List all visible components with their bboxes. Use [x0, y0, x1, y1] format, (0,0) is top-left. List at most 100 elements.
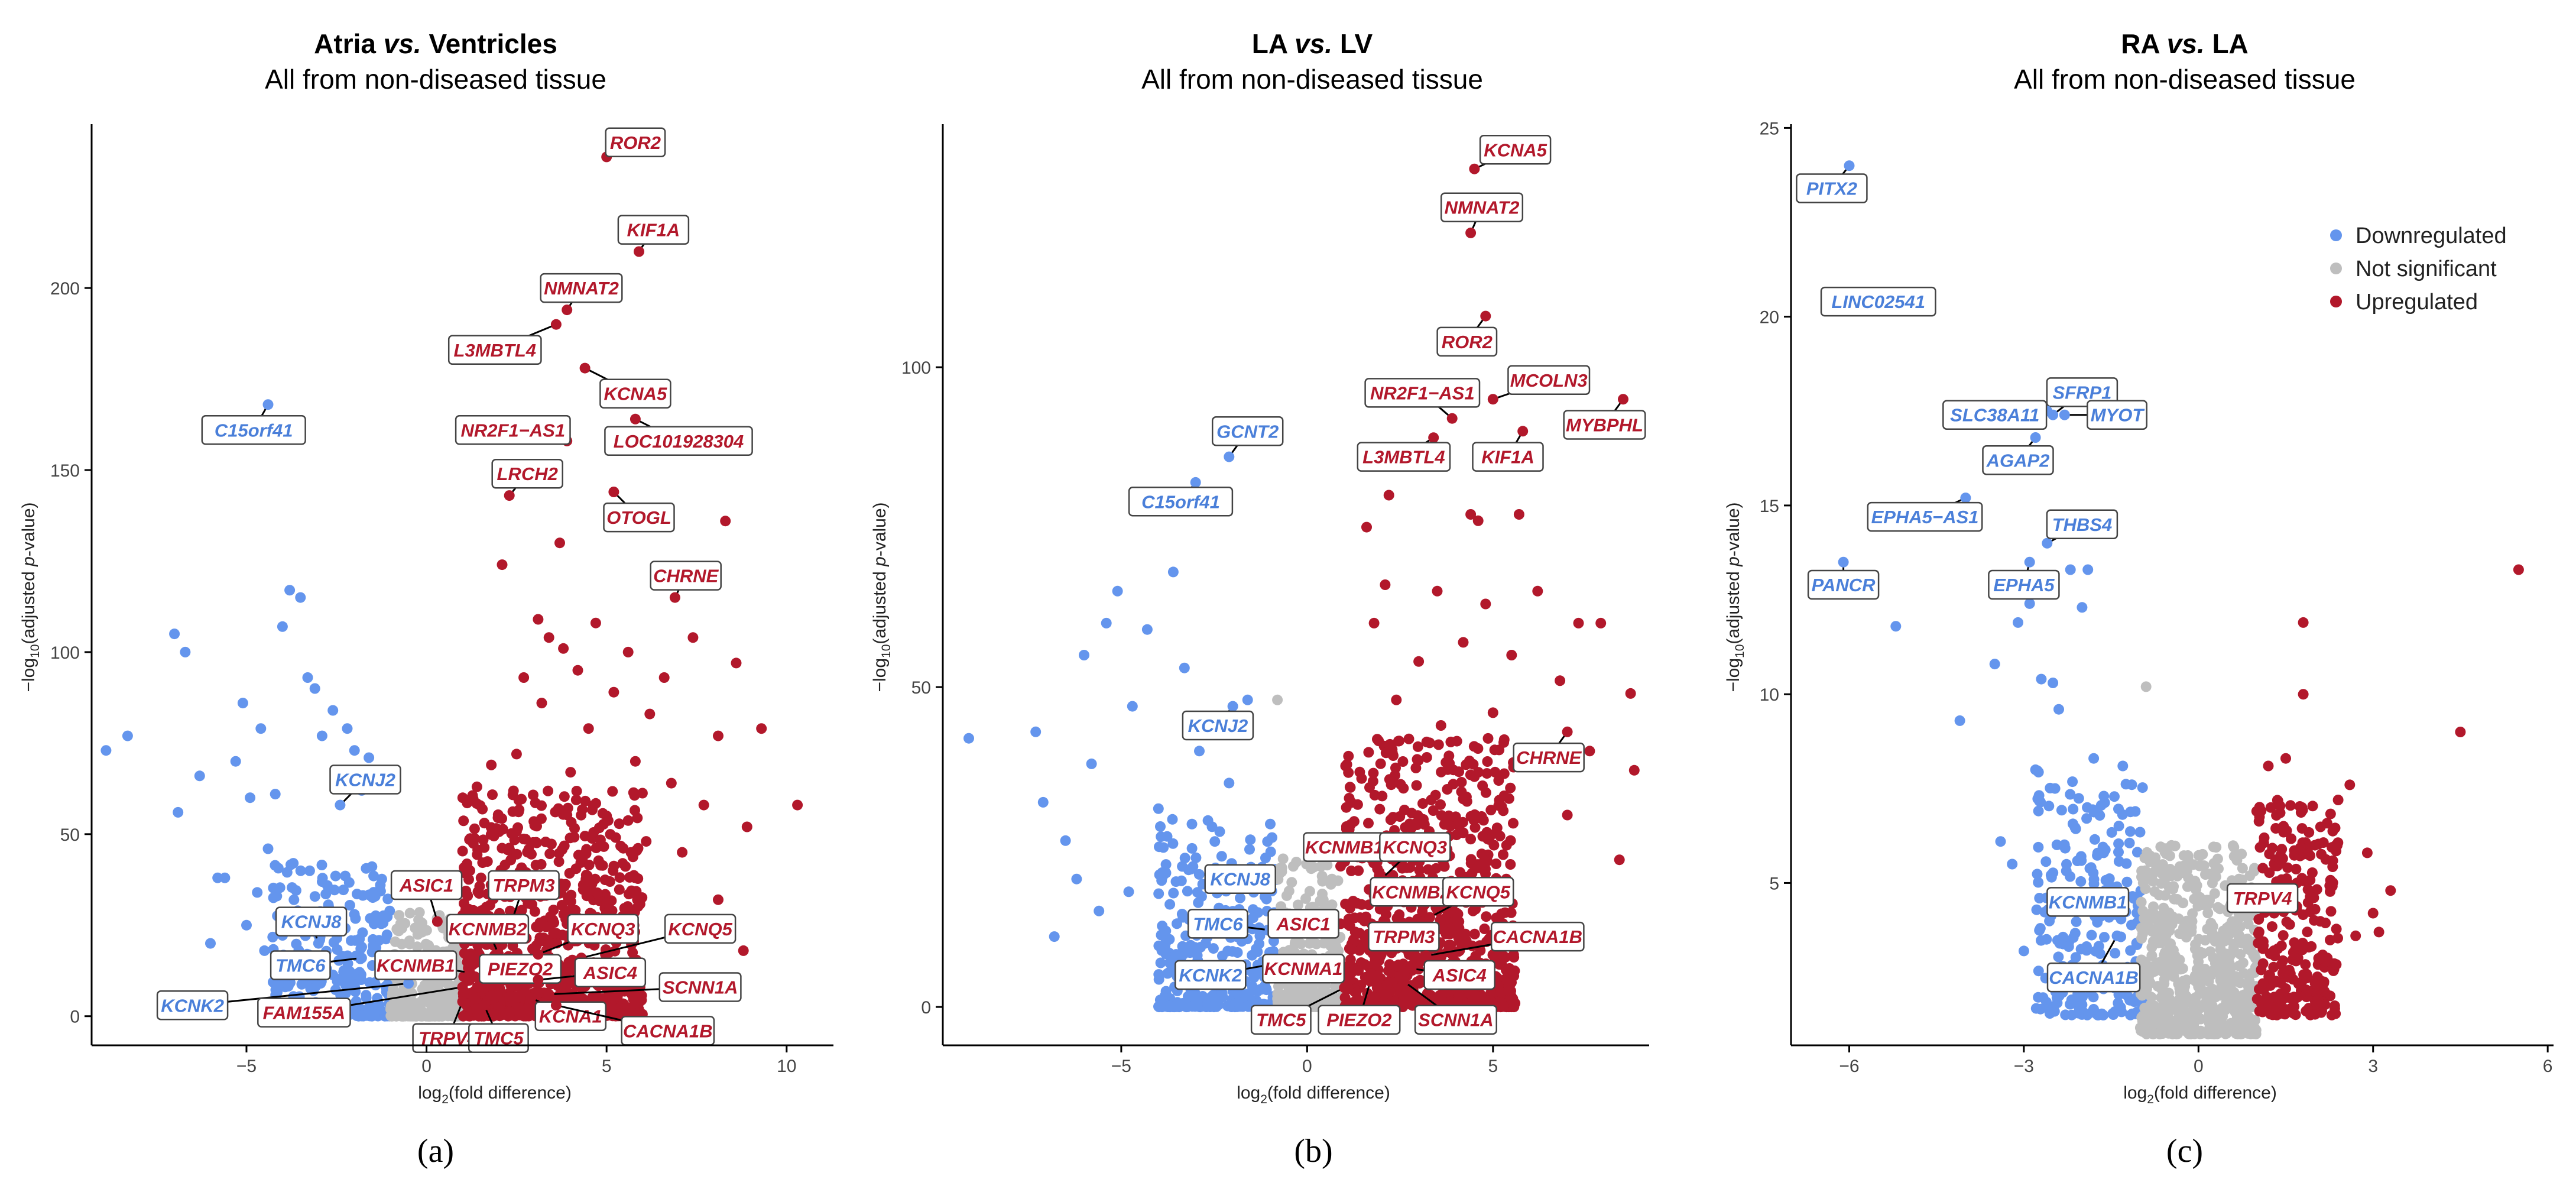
panel-c-cluster-point-down: [2041, 996, 2052, 1007]
panel-b-x-tick-label: −5: [1111, 1057, 1131, 1076]
panel-c-cluster-point-down: [2034, 925, 2045, 936]
panel-b-point-up: [1562, 809, 1573, 821]
gene-label-piezo2: PIEZO2: [488, 959, 553, 980]
gene-label-asic1: ASIC1: [399, 875, 453, 896]
panel-a-cluster-point-down: [350, 913, 361, 924]
panel-a-cluster-point-down: [343, 980, 355, 991]
panel-a-point-up: [720, 516, 731, 527]
panel-c-cluster-point-up: [2273, 1005, 2285, 1016]
panel-c-cluster-point-up: [2306, 867, 2318, 878]
panel-a-cluster-point-down: [382, 911, 393, 922]
panel-b-cluster-point-ns: [1293, 988, 1305, 999]
panel-c-cluster-point-ns: [2234, 873, 2244, 885]
gene-label-c15orf41: C15orf41: [215, 420, 293, 440]
panel-a-cluster-point-up: [559, 791, 570, 802]
panel-a-cluster-point-up: [472, 981, 483, 993]
gene-label-box-scnn1a: [658, 972, 742, 1002]
panel-c-cluster-point-down: [2109, 791, 2120, 802]
panel-c-cluster-point-down: [2137, 782, 2148, 793]
gene-label-box-kcnq5: [664, 913, 737, 944]
panel-a-cluster-point-up: [607, 786, 618, 797]
panel-c-cluster-point-ns: [2208, 1007, 2220, 1019]
panel-b-x-tick-label: 0: [1302, 1057, 1312, 1076]
panel-a-cluster-point-up: [622, 815, 634, 826]
panel-c-cluster-point-ns: [2195, 947, 2206, 958]
panel-c-cluster-point-ns: [2153, 889, 2165, 900]
panel-a-cluster-point-up: [475, 872, 486, 883]
panel-a-point-up: [511, 749, 522, 760]
panel-b-cluster-point-up: [1461, 791, 1472, 802]
panel-c-cluster-point-ns: [2232, 974, 2243, 985]
panel-a-cluster-point-ns: [387, 990, 398, 1002]
panel-b-cluster-point-up: [1346, 865, 1357, 876]
gene-label-pancr: PANCR: [1812, 575, 1876, 595]
panel-c-cluster-point-down: [2071, 916, 2082, 927]
panel-b-point-up: [1487, 707, 1498, 718]
panel-b-cluster-point-up: [1465, 854, 1477, 865]
panel-b-cluster-point-down: [1195, 942, 1206, 953]
panel-b-point-up: [1595, 617, 1607, 628]
panel-a-point-up: [497, 559, 508, 571]
panel-b-cluster-point-up: [1380, 747, 1391, 759]
panel-b-cluster-point-up: [1496, 908, 1507, 919]
panel-c-cluster-point-ns: [2231, 1005, 2243, 1016]
panel-a-cluster-point-up: [488, 1008, 499, 1019]
panel-b-point-up: [1472, 515, 1484, 526]
legend-dot-not-significant: [2330, 263, 2342, 274]
panel-a-point-up: [518, 672, 530, 683]
panel-b-cluster-point-up: [1497, 950, 1508, 961]
panel-b-cluster-point-up: [1409, 818, 1420, 830]
panel-c-cluster-point-up: [2289, 1001, 2300, 1012]
panel-c-cluster-point-down: [2073, 793, 2084, 804]
panel-b-cluster-point-ns: [1332, 875, 1344, 886]
panel-a-point-up: [713, 894, 724, 905]
panel-a-cluster-point-up: [601, 898, 612, 909]
panel-b-cluster-point-up: [1419, 819, 1430, 830]
panel-b-cluster-point-down: [1214, 826, 1225, 837]
panel-b-subtitle: All from non-diseased tissue: [1141, 64, 1483, 95]
panel-a-cluster-point-up: [469, 823, 480, 834]
panel-b-cluster-point-down: [1227, 946, 1238, 957]
gene-label-box-kcnmb1: [374, 950, 458, 980]
panel-a-cluster-point-up: [492, 990, 503, 1001]
panel-a-cluster-point-down: [375, 880, 386, 890]
panel-a-cluster-point-up: [553, 848, 564, 859]
gene-label-kcna5: KCNA5: [1484, 140, 1547, 160]
panel-a-cluster-point-up: [608, 860, 619, 871]
panel-a-cluster-point-down: [267, 931, 278, 942]
gene-point-asic1: [432, 916, 443, 927]
panel-a-atria-vs-ventricles: Atria vs. Ventricles All from non-diseas…: [19, 28, 833, 1169]
panel-b-cluster-point-up: [1403, 733, 1414, 744]
panel-b-cluster-point-up: [1345, 782, 1356, 793]
gene-label-trpm3: TRPM3: [1373, 926, 1435, 947]
panel-a-point-up: [572, 665, 583, 676]
panel-b-cluster-point-ns: [1286, 877, 1297, 888]
panel-b-cluster-point-up: [1343, 750, 1354, 762]
panel-a-cluster-point-up: [543, 785, 554, 796]
panel-b-cluster-point-up: [1341, 802, 1352, 813]
panel-b-cluster-point-ns: [1295, 938, 1306, 950]
panel-c-cluster-point-ns: [2242, 934, 2253, 944]
panel-c-cluster-point-ns: [2219, 935, 2230, 947]
panel-a-point-down: [252, 887, 263, 898]
panel-a-point-up: [590, 617, 601, 628]
panel-b-cluster-point-up: [1468, 741, 1480, 752]
panel-c-cluster-point-ns: [2140, 865, 2151, 876]
gene-label-kcnj8: KCNJ8: [1210, 869, 1270, 890]
panel-b-cluster-point-down: [1265, 846, 1276, 857]
panel-c-cluster-point-ns: [2189, 993, 2200, 1005]
gene-point-kcnq3: [533, 949, 544, 960]
panel-a-cluster-point-up: [534, 917, 546, 928]
panel-a-cluster-point-up: [553, 856, 564, 867]
panel-c-cluster-point-up: [2305, 1009, 2316, 1020]
panel-c-cluster-point-up: [2300, 959, 2311, 970]
panel-b-cluster-point-up: [1399, 805, 1410, 815]
panel-b-point-up: [1513, 509, 1524, 520]
gene-label-asic4: ASIC4: [1432, 965, 1487, 986]
gene-label-box-trpm3: [488, 870, 560, 900]
panel-a-cluster-point-up: [631, 992, 642, 1003]
panel-c-cluster-point-ns: [2208, 858, 2220, 869]
panel-c-point-down: [2018, 945, 2029, 957]
panel-a-point-up: [641, 836, 652, 847]
panel-c-cluster-point-ns: [2188, 1003, 2199, 1014]
